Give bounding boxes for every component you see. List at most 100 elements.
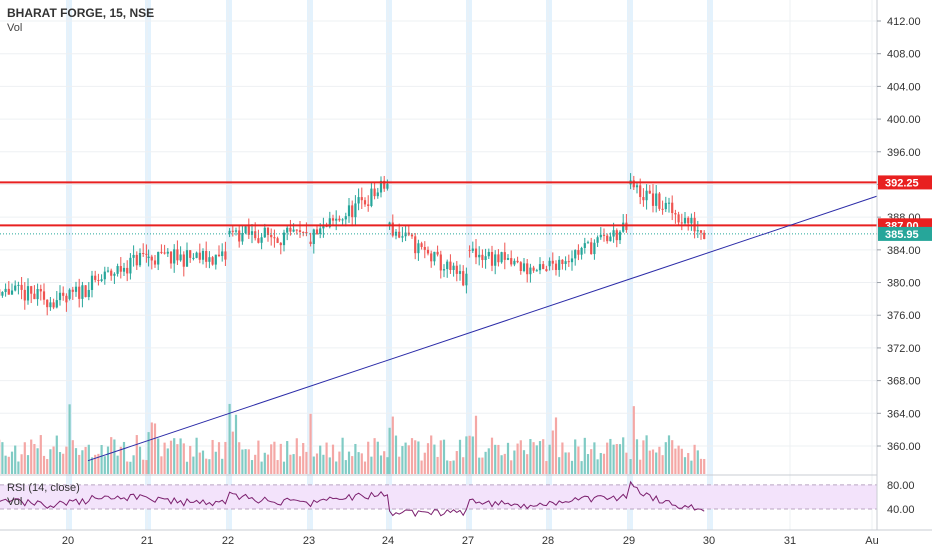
volume-bar bbox=[145, 460, 148, 474]
candle-body bbox=[357, 197, 360, 204]
candle-body bbox=[328, 218, 331, 227]
candle-body bbox=[373, 188, 376, 197]
volume-bar bbox=[129, 461, 132, 474]
volume-bar bbox=[119, 446, 122, 474]
volume-bar bbox=[276, 460, 279, 474]
volume-bar bbox=[407, 445, 410, 474]
candle-body bbox=[142, 253, 145, 255]
price-axis[interactable]: 412.00408.00404.00400.00396.00392.00388.… bbox=[876, 0, 932, 550]
candle-body bbox=[703, 232, 706, 240]
candle-body bbox=[182, 254, 185, 267]
volume-bar bbox=[690, 460, 693, 474]
volume-bar bbox=[632, 406, 635, 474]
volume-bar bbox=[430, 435, 433, 474]
candle-body bbox=[266, 227, 270, 235]
volume-bar bbox=[551, 430, 554, 474]
candle-body bbox=[379, 180, 383, 193]
volume-bar bbox=[279, 443, 282, 474]
volume-bar bbox=[577, 446, 580, 474]
candles[interactable] bbox=[0, 173, 706, 316]
candle-body bbox=[580, 247, 583, 255]
candle-body bbox=[655, 193, 658, 206]
candle-body bbox=[221, 251, 224, 257]
candle-body bbox=[690, 217, 693, 224]
candle-body bbox=[14, 285, 17, 291]
candle-body bbox=[645, 190, 648, 201]
candle-body bbox=[490, 252, 494, 266]
volume-bar bbox=[532, 442, 535, 474]
volume-bar bbox=[602, 453, 606, 474]
candle-body bbox=[570, 258, 574, 263]
price-tick-label: 372.00 bbox=[887, 343, 921, 355]
volume-bar bbox=[642, 440, 645, 474]
price-tick-label: 396.00 bbox=[887, 147, 921, 159]
candle-body bbox=[651, 193, 655, 206]
candle-body bbox=[596, 237, 599, 243]
candle-body bbox=[84, 285, 87, 298]
volume-bar bbox=[526, 454, 529, 474]
candle-body bbox=[312, 229, 315, 244]
volume-bar bbox=[157, 438, 160, 474]
volume-bar bbox=[298, 456, 302, 474]
volume-bar bbox=[370, 456, 373, 474]
volume-bar bbox=[234, 414, 238, 474]
volume-bar bbox=[401, 446, 404, 474]
volume-bar bbox=[231, 431, 234, 474]
candle-body bbox=[36, 288, 39, 300]
candle-body bbox=[609, 236, 612, 242]
candle-body bbox=[126, 267, 129, 274]
candle-body bbox=[150, 256, 153, 261]
volume-bar bbox=[185, 461, 189, 474]
rsi-panel[interactable]: RSI (14, close) Vol bbox=[0, 474, 877, 518]
candle-body bbox=[298, 230, 302, 232]
volume-bar bbox=[122, 441, 126, 474]
candle-body bbox=[282, 232, 286, 246]
candle-body bbox=[661, 208, 664, 210]
candle-body bbox=[465, 273, 468, 286]
volume-bar bbox=[26, 455, 30, 474]
candle-body bbox=[612, 230, 615, 237]
candle-body bbox=[542, 264, 545, 270]
candle-body bbox=[574, 250, 577, 259]
time-tick-label: 27 bbox=[462, 535, 474, 547]
candle-body bbox=[642, 197, 645, 201]
candle-body bbox=[494, 254, 497, 266]
volume-bar bbox=[383, 451, 386, 474]
volume-bar bbox=[341, 437, 344, 474]
volume-bar bbox=[52, 446, 55, 474]
volume-bar bbox=[97, 453, 100, 474]
price-tick-label: 408.00 bbox=[887, 49, 921, 61]
time-axis[interactable]: 20 21 22 23 24 27 28 29 30 31 Au bbox=[0, 529, 932, 547]
candle-body bbox=[135, 254, 138, 266]
candle-body bbox=[567, 261, 570, 263]
candle-body bbox=[487, 252, 490, 257]
volume-bar bbox=[39, 435, 42, 474]
volume-bar bbox=[87, 444, 90, 474]
volume-bar bbox=[497, 444, 500, 474]
candle-body bbox=[145, 253, 148, 255]
drawn-lines[interactable] bbox=[0, 181, 878, 462]
candle-body bbox=[420, 243, 423, 247]
candle-body bbox=[410, 234, 414, 237]
candle-body bbox=[46, 299, 49, 308]
volume-bar bbox=[325, 442, 328, 474]
candle-body bbox=[370, 188, 373, 206]
candle-body bbox=[367, 204, 370, 206]
candle-body bbox=[257, 238, 260, 243]
volume-bar bbox=[84, 446, 87, 474]
volume-bar bbox=[661, 455, 664, 474]
candle-body bbox=[503, 252, 506, 260]
candle-body bbox=[103, 271, 106, 280]
volume-bar bbox=[42, 455, 46, 474]
candle-body bbox=[683, 217, 687, 224]
candle-body bbox=[401, 236, 404, 238]
volume-bar bbox=[100, 444, 103, 474]
last-price-tag bbox=[878, 226, 932, 241]
candle-body bbox=[548, 260, 551, 267]
volume-bar bbox=[322, 454, 325, 474]
price-axis-bg bbox=[877, 0, 932, 550]
volume-bar bbox=[410, 438, 414, 474]
candle-body bbox=[138, 253, 142, 266]
